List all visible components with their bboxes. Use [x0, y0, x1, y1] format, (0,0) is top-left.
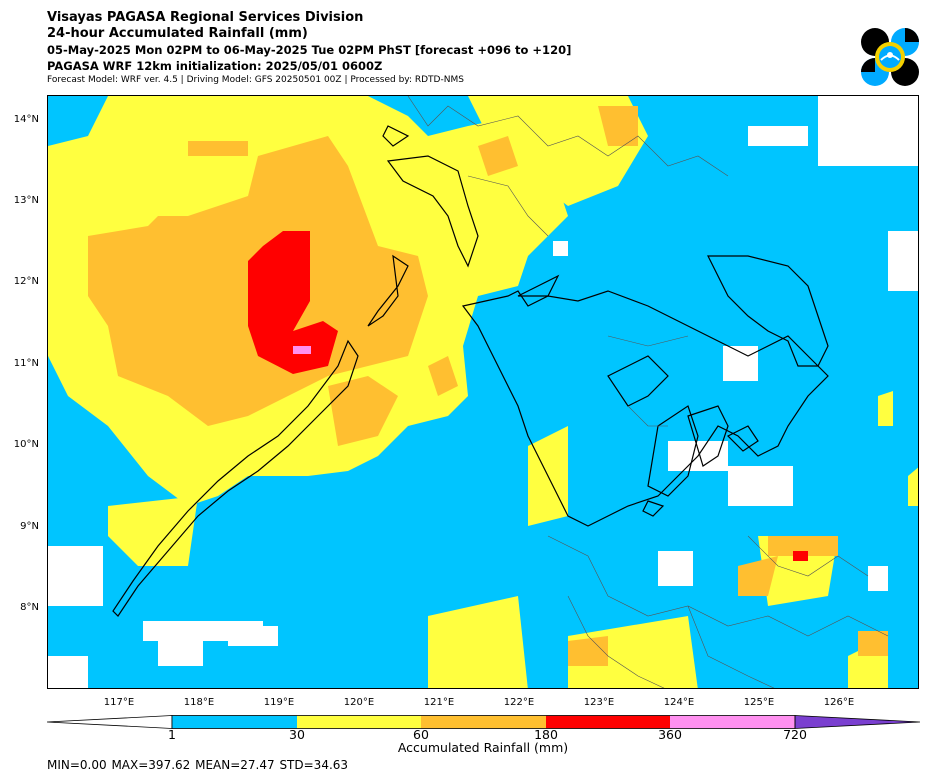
colorbar-tick-180: 180 [534, 727, 558, 742]
lon-label-121e: 121°E [423, 697, 455, 708]
title-model-info: Forecast Model: WRF ver. 4.5 | Driving M… [47, 75, 464, 85]
lon-label-118e: 118°E [183, 697, 215, 708]
lon-label-126e: 126°E [823, 697, 855, 708]
coastlines [112, 125, 829, 617]
colorbar-tick-360: 360 [658, 727, 682, 742]
lat-label-13n: 13°N [13, 195, 39, 206]
colorbar-bin-30-60 [297, 715, 421, 729]
lon-label-122e: 122°E [503, 697, 535, 708]
title-region: Visayas PAGASA Regional Services Divisio… [47, 10, 364, 25]
colorbar-under-triangle [46, 715, 173, 729]
colorbar-bin-360-720 [670, 715, 795, 729]
pagasa-logo [859, 27, 921, 87]
colorbar-bin-180-360 [546, 715, 670, 729]
colorbar [46, 714, 921, 733]
lat-label-8n: 8°N [20, 602, 39, 613]
title-valid-period: 05-May-2025 Mon 02PM to 06-May-2025 Tue … [47, 43, 572, 57]
lon-label-117e: 117°E [103, 697, 135, 708]
lon-label-123e: 123°E [583, 697, 615, 708]
lat-label-10n: 10°N [13, 439, 39, 450]
title-product: 24-hour Accumulated Rainfall (mm) [47, 26, 308, 41]
colorbar-over-triangle [794, 715, 921, 729]
colorbar-tick-60: 60 [413, 727, 429, 742]
lon-label-119e: 119°E [263, 697, 295, 708]
lon-label-124e: 124°E [663, 697, 695, 708]
lat-label-11n: 11°N [13, 358, 39, 369]
colorbar-bin-60-180 [421, 715, 546, 729]
colorbar-bin-1-30 [172, 715, 297, 729]
rainfall-field [48, 96, 918, 688]
lat-label-9n: 9°N [20, 521, 39, 532]
lon-label-120e: 120°E [343, 697, 375, 708]
provincial-boundaries [407, 96, 889, 688]
colorbar-tick-720: 720 [783, 727, 807, 742]
colorbar-label: Accumulated Rainfall (mm) [397, 740, 569, 755]
statistics-summary: MIN=0.00 MAX=397.62 MEAN=27.47 STD=34.63 [47, 758, 349, 772]
colorbar-tick-30: 30 [289, 727, 305, 742]
lat-label-12n: 12°N [13, 276, 39, 287]
colorbar-tick-1: 1 [168, 727, 176, 742]
lat-label-14n: 14°N [13, 114, 39, 125]
rainfall-map [47, 95, 919, 689]
lon-label-125e: 125°E [743, 697, 775, 708]
title-initialization: PAGASA WRF 12km initialization: 2025/05/… [47, 59, 383, 73]
